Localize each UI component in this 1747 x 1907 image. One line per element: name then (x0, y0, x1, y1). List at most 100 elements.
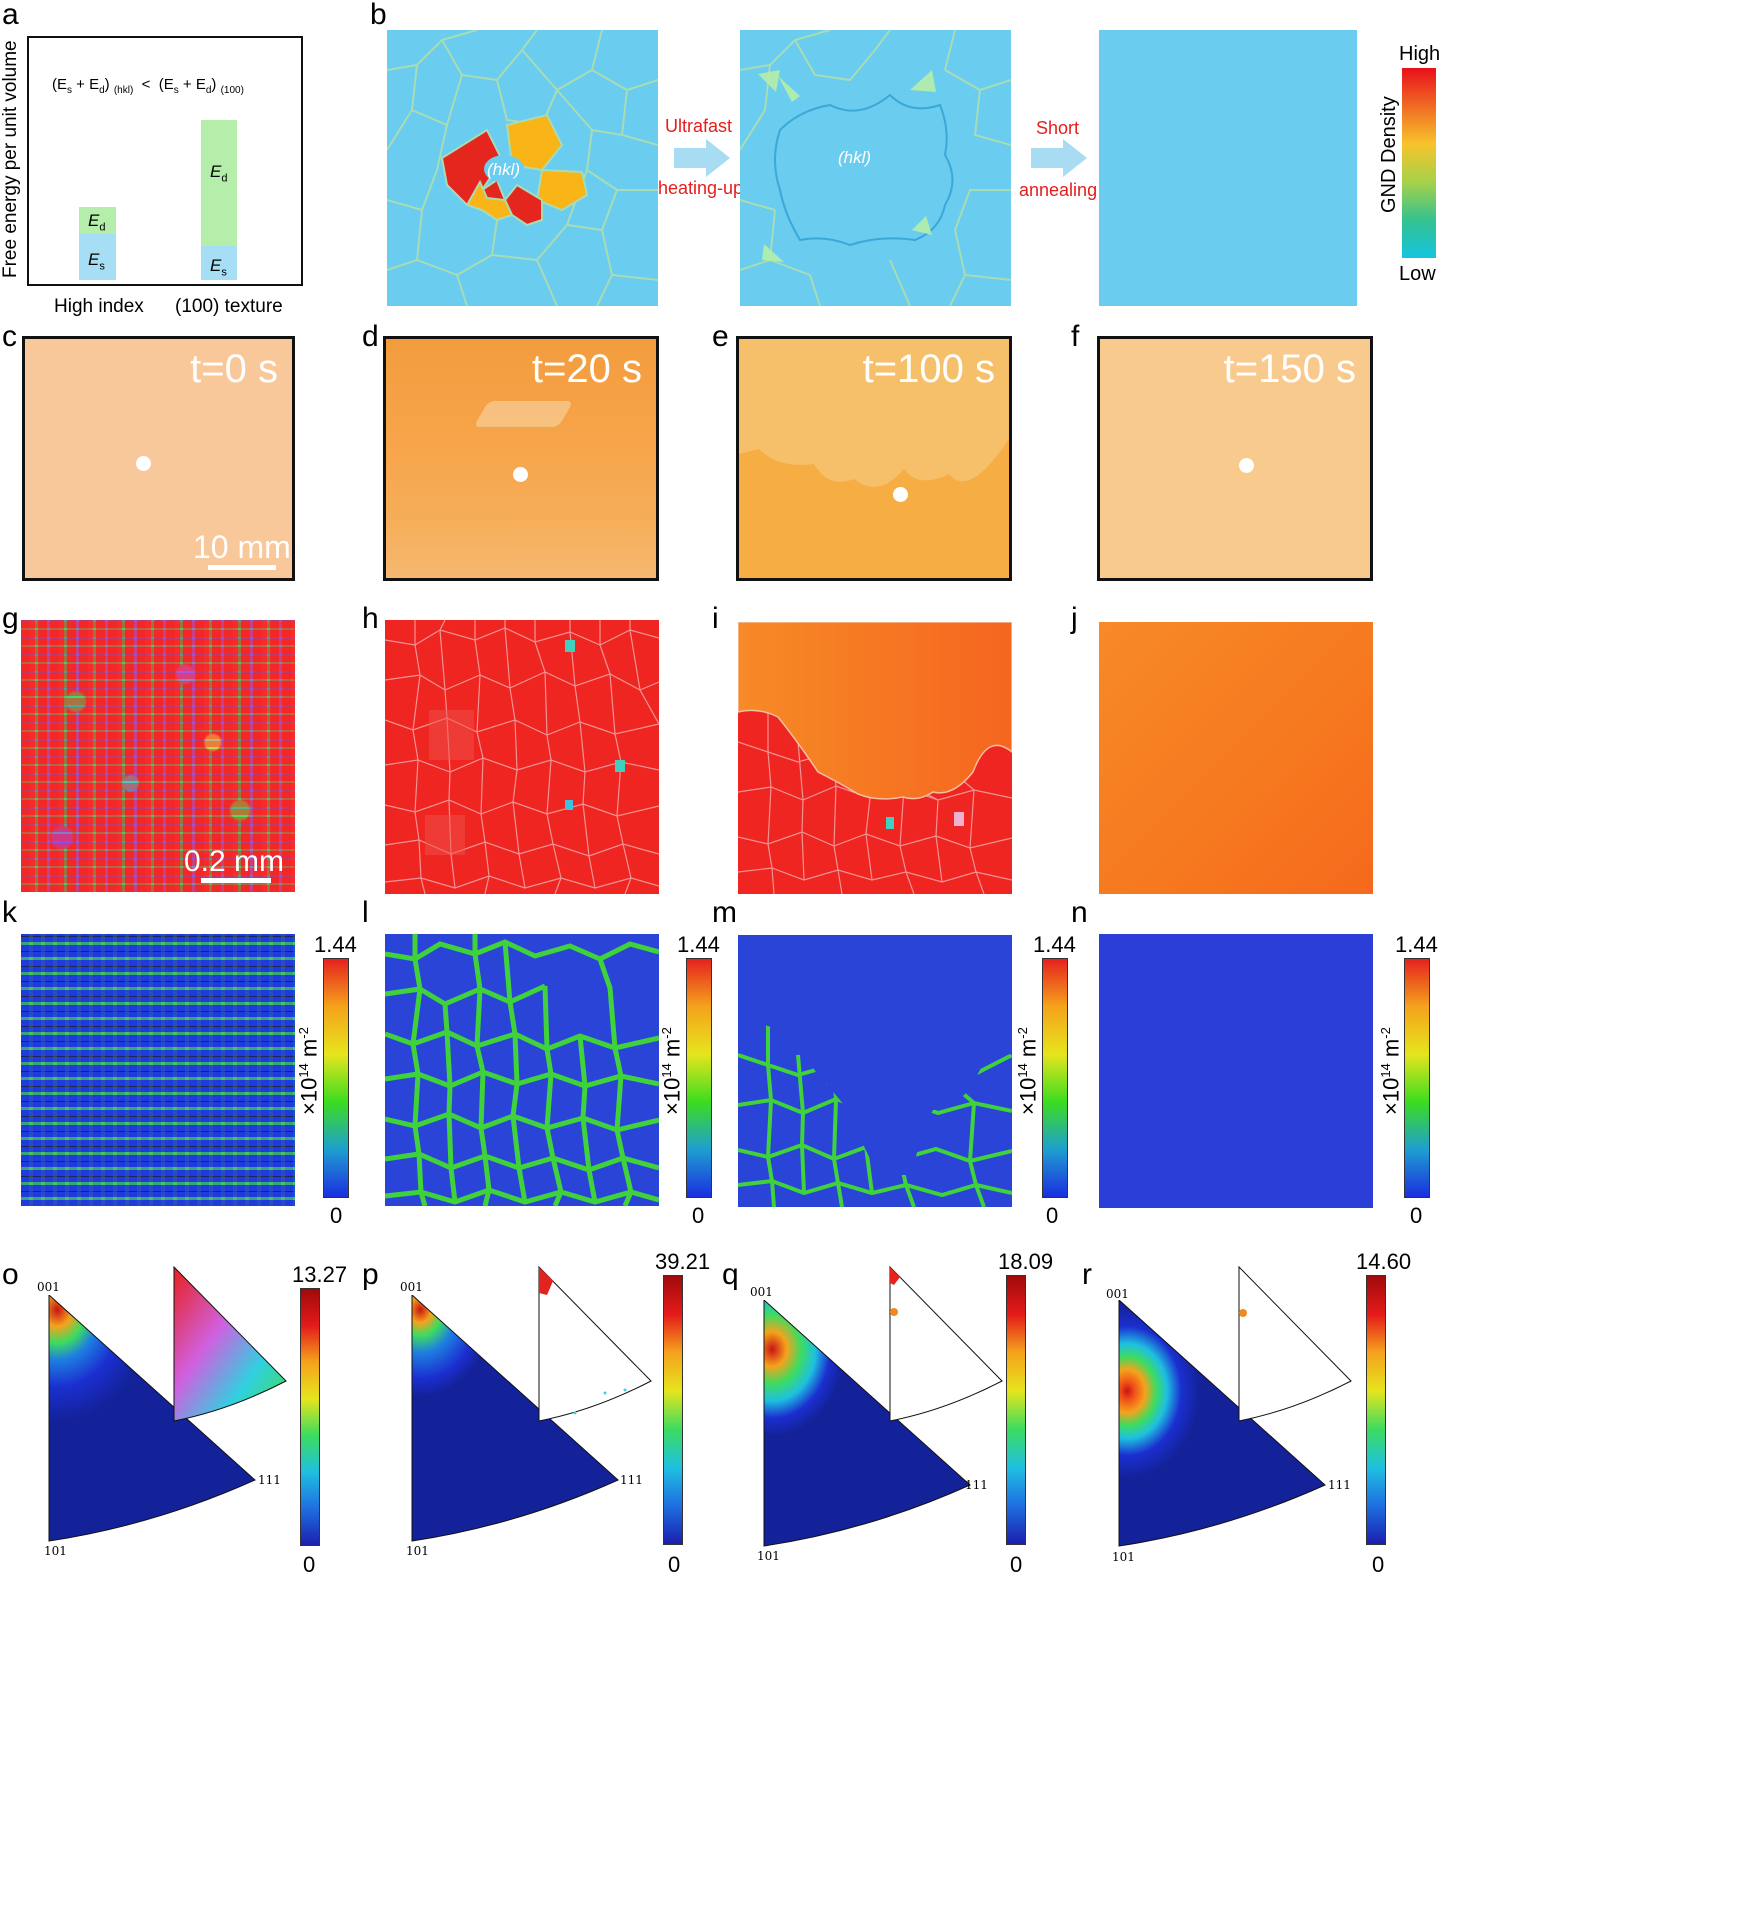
ipf-density-p (411, 1295, 619, 1542)
bar-high-index-Ed-label: Ed (88, 211, 105, 233)
panel-label-n: n (1071, 896, 1088, 929)
panel-label-q: q (722, 1258, 739, 1291)
ebsd-map-20s (385, 620, 659, 894)
ipf-corner-101-r: 101 (1112, 1550, 1135, 1564)
hkl-label-1: (hkl) (487, 160, 521, 179)
panel-label-h: h (362, 602, 379, 635)
bar-high-index-Es (79, 234, 116, 280)
ipf-cb-max-q: 18.09 (998, 1249, 1054, 1274)
photo-t0: t=0 s 10 mm (22, 336, 295, 581)
gnd-colorbar-low: Low (1399, 263, 1436, 285)
panel-label-f: f (1071, 320, 1080, 353)
scale-bar-2 (201, 878, 271, 883)
ipf-key-p (538, 1265, 652, 1422)
es-letter: E (88, 250, 100, 269)
gnd-cb-max-n: 1.44 (1395, 932, 1438, 957)
scale-bar (208, 565, 276, 570)
panel-label-j: j (1071, 602, 1078, 635)
ipf-colorbar-p (663, 1275, 683, 1545)
ebsd-map-initial: 0.2 mm (21, 620, 295, 892)
es-letter-2: E (210, 256, 222, 275)
panel-label-k: k (2, 896, 17, 929)
gnd-colorbar-m (1042, 958, 1068, 1198)
ipf-cb-min-o: 0 (303, 1552, 316, 1577)
es-sub: s (99, 260, 105, 273)
panel-label-o: o (2, 1258, 19, 1291)
ed-letter-2: E (210, 162, 222, 181)
ipf-cb-min-p: 0 (668, 1552, 681, 1577)
ipf-corner-001-o: 001 (37, 1280, 60, 1294)
photo-t20: t=20 s (383, 336, 659, 581)
photo-time-t20: t=20 s (531, 347, 642, 391)
unit-x10-2: ×10 (659, 1077, 685, 1115)
photo-marker-dot-4 (1239, 458, 1254, 473)
free-energy-ylabel: Free energy per unit volume (0, 40, 21, 278)
unit-exp-4: 14 (1378, 1063, 1393, 1078)
panel-label-r: r (1082, 1258, 1092, 1291)
unit-m-2: m (659, 1038, 685, 1064)
gnd-cb-min-m: 0 (1046, 1203, 1059, 1228)
unit-exp-2: 14 (659, 1063, 674, 1078)
bar-100-Ed-label: Ed (210, 162, 227, 184)
panel-label-p: p (362, 1258, 379, 1291)
unit-x10-3: ×10 (1015, 1077, 1041, 1115)
ipf-corner-101-p: 101 (406, 1544, 429, 1558)
sub-s: s (67, 85, 72, 96)
ipf-density-o (48, 1295, 256, 1542)
scale-bar-label-10mm: 10 mm (193, 529, 291, 565)
photo-t100-grown-region (739, 339, 1009, 487)
hkl-label-2: (hkl) (838, 148, 872, 167)
free-energy-chart-frame (27, 36, 303, 286)
gnd-colorbar-n (1404, 958, 1430, 1198)
photo-t20-highlight (473, 401, 574, 427)
ipf-colorbar-r (1366, 1275, 1386, 1545)
ed-sub: d (99, 221, 106, 234)
photo-t150: t=150 s (1097, 336, 1373, 581)
ebsd-noise-overlay (21, 620, 295, 892)
unit-exp2-3: -2 (1015, 1027, 1030, 1039)
unit-x10-4: ×10 (1378, 1077, 1404, 1115)
ipf-density-q (763, 1300, 971, 1547)
ipf-corner-111-p: 111 (620, 1473, 643, 1487)
ipf-corner-101-o: 101 (44, 1544, 67, 1558)
gnd-cb-unit-m: ×1014 m-2 (1015, 1027, 1041, 1115)
gnd-cb-min-n: 0 (1410, 1203, 1423, 1228)
photo-marker-dot-2 (513, 467, 528, 482)
gnd-colorbar-title: GND Density (1378, 96, 1400, 213)
formula-close-2: ) (211, 76, 217, 93)
bar-high-index-Es-label: Es (88, 250, 105, 272)
gnd-cb-max-l: 1.44 (677, 932, 720, 957)
unit-x10: ×10 (296, 1077, 322, 1115)
formula-plus-2: + E (178, 76, 206, 93)
photo-marker-dot (136, 456, 151, 471)
formula-plus: + E (72, 76, 100, 93)
arrow2-top-text: Short (1036, 118, 1080, 138)
photo-t100: t=100 s (736, 336, 1012, 581)
ipf-cb-min-r: 0 (1372, 1552, 1385, 1577)
photo-time-t100: t=100 s (862, 347, 995, 391)
ipf-corner-101-q: 101 (757, 1549, 780, 1563)
ipf-cb-min-q: 0 (1010, 1552, 1023, 1577)
panel-label-e: e (712, 320, 729, 353)
bar-100-Ed (201, 120, 237, 246)
panel-label-i: i (712, 602, 719, 635)
right-arrow-icon (674, 139, 730, 177)
panel-label-b: b (370, 0, 387, 31)
formula-left-open: (E (52, 76, 67, 93)
grain-schematic-initial (387, 30, 658, 306)
ipf-corner-001-p: 001 (400, 1280, 423, 1294)
unit-exp: 14 (296, 1063, 311, 1078)
unit-exp2-4: -2 (1378, 1027, 1393, 1039)
ipf-colorbar-o (300, 1288, 320, 1546)
ipf-corner-111-o: 111 (258, 1473, 281, 1487)
unit-m-4: m (1378, 1038, 1404, 1064)
less-than: < (141, 76, 151, 93)
bar-100-Es-label: Es (210, 256, 227, 278)
gnd-cb-unit-n: ×1014 m-2 (1378, 1027, 1404, 1115)
gnd-cb-unit-k: ×1014 m-2 (296, 1027, 322, 1115)
subscript-hkl: (hkl) (113, 85, 134, 96)
gnd-map-initial (21, 934, 295, 1206)
gnd-cb-max-k: 1.44 (314, 932, 357, 957)
sub-s-2: s (173, 85, 179, 96)
formula-right-open: (E (158, 76, 174, 93)
